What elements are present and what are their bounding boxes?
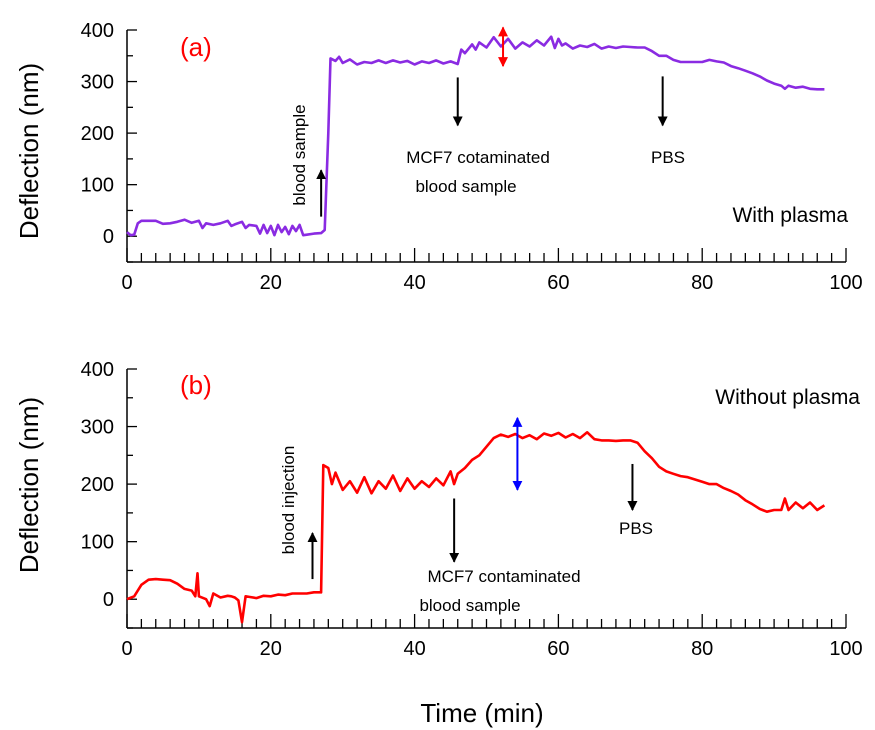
annotation-mcf7-line1: MCF7 cotaminated bbox=[406, 148, 550, 167]
x-tick-label: 20 bbox=[260, 272, 282, 294]
x-tick-label: 60 bbox=[547, 272, 569, 294]
annotation-blood-injection: blood injection bbox=[279, 446, 298, 555]
panel-a-ylabel: Deflection (nm) bbox=[14, 63, 44, 239]
annotation-pbs-b: PBS bbox=[619, 519, 653, 538]
annotation-blood-sample: blood sample bbox=[290, 104, 309, 205]
panel-a: 0 100 200 300 400 0 20 40 60 80 100 bbox=[81, 20, 863, 294]
x-tick-label: 40 bbox=[403, 638, 425, 660]
panel-b: 0 100 200 300 400 0 20 40 60 80 100 bbox=[81, 359, 863, 660]
x-tick-label: 80 bbox=[691, 638, 713, 660]
annotation-pbs-a: PBS bbox=[651, 148, 685, 167]
annotation-mcf7-line2: blood sample bbox=[415, 177, 516, 196]
y-tick-label: 400 bbox=[81, 359, 114, 381]
y-tick-label: 200 bbox=[81, 123, 114, 145]
y-tick-label: 400 bbox=[81, 20, 114, 42]
y-tick-label: 300 bbox=[81, 417, 114, 439]
x-tick-label: 60 bbox=[547, 638, 569, 660]
x-tick-label: 100 bbox=[829, 272, 862, 294]
series-line bbox=[126, 35, 825, 237]
x-tick-label: 80 bbox=[691, 272, 713, 294]
panel-a-label: (a) bbox=[180, 32, 212, 62]
x-tick-label: 0 bbox=[121, 272, 132, 294]
x-axis-title: Time (min) bbox=[420, 698, 543, 728]
series-line bbox=[126, 430, 826, 624]
y-tick-label: 200 bbox=[81, 474, 114, 496]
y-tick-label: 0 bbox=[103, 226, 114, 248]
x-tick-label: 0 bbox=[121, 638, 132, 660]
x-tick-label: 100 bbox=[829, 638, 862, 660]
y-tick-label: 100 bbox=[81, 175, 114, 197]
panel-b-label: (b) bbox=[180, 370, 212, 400]
y-tick-label: 300 bbox=[81, 72, 114, 94]
panel-b-ylabel: Deflection (nm) bbox=[14, 397, 44, 573]
y-tick-label: 100 bbox=[81, 532, 114, 554]
panel-b-condition-label: Without plasma bbox=[715, 386, 860, 409]
x-tick-label: 20 bbox=[260, 638, 282, 660]
y-tick-label: 0 bbox=[103, 589, 114, 611]
panel-a-condition-label: With plasma bbox=[732, 204, 848, 227]
annotation-mcf7-b-line1: MCF7 contaminated bbox=[427, 567, 580, 586]
annotation-mcf7-b-line2: blood sample bbox=[419, 596, 520, 615]
x-tick-label: 40 bbox=[403, 272, 425, 294]
